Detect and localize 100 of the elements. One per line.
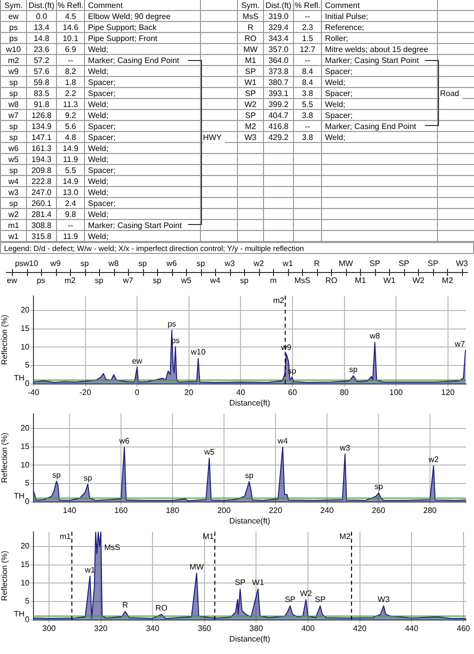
text: 3.8 [302, 89, 314, 98]
annotation: W1 [252, 578, 265, 588]
y-tick-label: 20 [20, 542, 30, 551]
text: 9.8 [64, 210, 76, 219]
annotation: RO [155, 604, 168, 613]
text: 83.5 [34, 89, 50, 98]
text: sp [9, 78, 18, 87]
text: Reference; [325, 23, 364, 32]
category-label: Sym. [237, 0, 263, 11]
annotation: W3 [378, 595, 390, 604]
text: 9.2 [64, 111, 76, 120]
y-axis-title: Reflection (%) [0, 314, 10, 365]
text: 393.1 [268, 89, 289, 98]
text: m [268, 276, 278, 286]
x-tick-label: -40 [28, 388, 40, 397]
text: RO [324, 276, 338, 286]
text: -- [68, 56, 74, 65]
text: Weld; [88, 155, 108, 164]
annotation: MW [190, 562, 204, 572]
text: -- [304, 12, 310, 21]
ref-line-label: M1 [202, 532, 214, 542]
x-tick-label: 460 [456, 624, 471, 633]
text: w5 [8, 155, 19, 164]
x-tick-label: 280 [423, 506, 438, 515]
annotation: sp [84, 473, 93, 482]
text: 11.9 [63, 232, 78, 241]
text: Marker; Casing End Point [88, 56, 180, 65]
text: w6 [8, 144, 19, 153]
text: SP [368, 259, 382, 269]
ref-line-label: m2 [273, 296, 285, 306]
ref-line-label: TH [14, 491, 25, 500]
text: Marker; Casing End Point [325, 122, 416, 131]
category-label: Sym. [0, 0, 26, 11]
text: Spacer; [88, 78, 116, 87]
x-tick-label: 140 [62, 506, 77, 515]
x-tick-label: 160 [114, 506, 128, 515]
y-tick-label: 15 [20, 324, 30, 334]
x-tick-label: 100 [389, 388, 404, 397]
text: Spacer; [325, 111, 353, 120]
x-tick-label: 340 [146, 624, 160, 633]
text: HWY [203, 132, 225, 143]
text: MW [338, 259, 354, 269]
text: Mitre welds; about 15 degree [325, 45, 428, 54]
y-tick-label: 5 [25, 478, 30, 488]
text: 247.0 [31, 188, 52, 197]
text: M1 [244, 56, 256, 65]
text: 5.6 [64, 122, 76, 131]
annotation: w2 [427, 455, 440, 464]
annotation: w8 [368, 332, 380, 341]
text: 429.2 [268, 133, 289, 142]
text: 57.2 [34, 56, 50, 65]
text: MsS [242, 12, 258, 21]
text: w8 [107, 259, 120, 269]
category-label: Comment [321, 0, 437, 11]
annotation: W2 [300, 588, 312, 598]
y-axis-title: Reflection (%) [0, 550, 10, 601]
text: m2 [8, 56, 20, 65]
annotation: ps [168, 319, 176, 328]
text: 134.9 [31, 122, 52, 131]
annotation: sp [245, 470, 254, 480]
text: 319.0 [268, 12, 289, 21]
text: w9 [8, 67, 19, 76]
text: 23.6 [34, 45, 50, 54]
text: 8.4 [302, 67, 314, 76]
text: w7 [122, 276, 134, 286]
text: ps [36, 276, 46, 286]
text: psw10 [14, 259, 40, 269]
text: Spacer; [88, 166, 116, 175]
text: 4.8 [64, 133, 76, 142]
text: w2 [252, 259, 265, 269]
text: 380.7 [268, 78, 289, 87]
text: m2 [64, 276, 77, 286]
text: 14.6 [62, 23, 78, 32]
text: 343.4 [268, 34, 289, 43]
text: R [248, 23, 254, 32]
text: 13.4 [34, 23, 50, 32]
text: SP [245, 111, 256, 120]
x-axis-title: Distance(ft) [229, 634, 271, 644]
x-tick-label: -20 [80, 388, 92, 397]
text: SP [245, 67, 256, 76]
text: 11.3 [63, 100, 78, 109]
y-tick-label: 15 [20, 442, 30, 452]
text: W2 [244, 100, 256, 109]
x-tick-label: 320 [94, 624, 108, 633]
text: Spacer; [325, 67, 353, 76]
text: w8 [8, 100, 19, 109]
text: SP [398, 259, 410, 269]
text: MsS [293, 276, 312, 286]
category-label: Comment [84, 0, 200, 11]
text: sp [94, 276, 104, 286]
text: 3.8 [302, 133, 314, 142]
text: w3 [8, 188, 19, 197]
annotation: w6 [118, 436, 130, 446]
text: Weld; [325, 133, 346, 142]
y-tick-label: 10 [20, 342, 30, 352]
annotation: R [122, 600, 128, 610]
text: 416.8 [268, 122, 289, 131]
text: sp [9, 89, 18, 98]
text: w1 [282, 259, 294, 269]
text: sp [79, 259, 90, 269]
